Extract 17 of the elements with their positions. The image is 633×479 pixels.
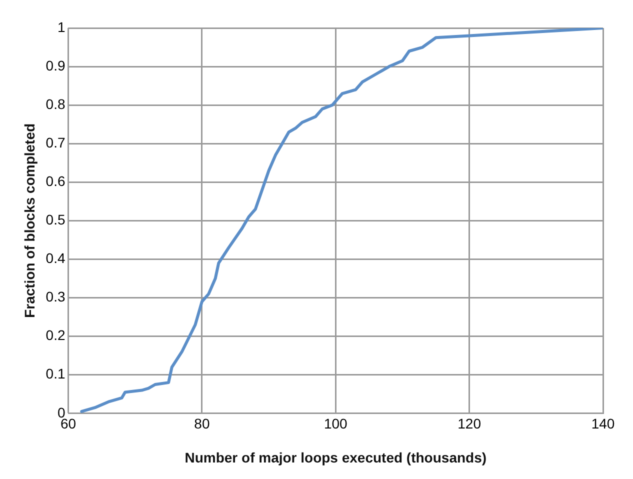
y-tick-label: 0.6 (46, 173, 66, 190)
x-axis-title: Number of major loops executed (thousands) (184, 449, 487, 466)
y-tick-label: 0 (57, 404, 66, 420)
y-axis-title: Fraction of blocks completed (21, 123, 38, 318)
y-tick-label: 0.9 (46, 57, 66, 74)
x-tick-label: 140 (591, 416, 615, 432)
y-tick-label: 1 (57, 18, 66, 35)
x-tick-label: 80 (194, 416, 210, 432)
y-tick-label: 0.3 (46, 288, 66, 305)
x-tick-label: 100 (324, 416, 348, 432)
y-tick-label: 0.7 (46, 134, 66, 150)
x-tick-label: 120 (458, 416, 482, 432)
y-tick-label: 0.4 (46, 250, 66, 266)
y-tick-label: 0.5 (46, 212, 66, 228)
y-tick-label: 0.2 (46, 327, 66, 344)
y-tick-label: 0.1 (46, 366, 66, 382)
y-tick-label: 0.8 (46, 96, 66, 112)
